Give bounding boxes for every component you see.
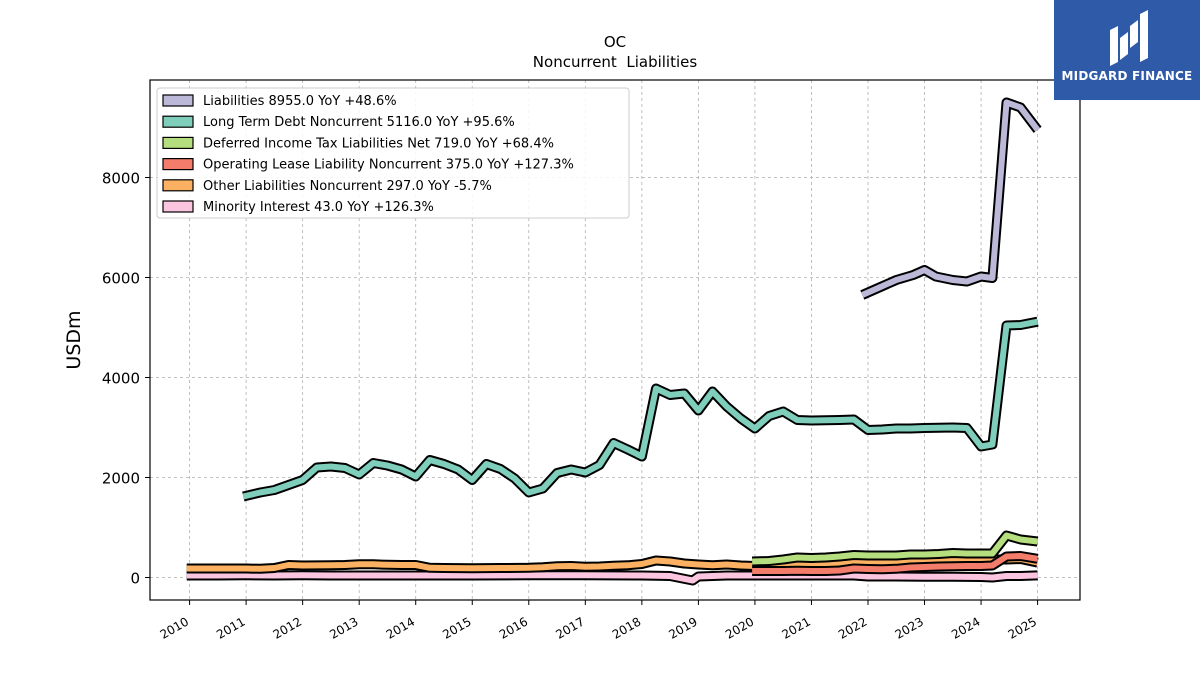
x-tick-label: 2022 — [836, 614, 869, 641]
legend-swatch — [162, 158, 194, 171]
x-tick-label: 2010 — [158, 614, 191, 641]
legend: Liabilities 8955.0 YoY +48.6% Long Term D… — [156, 87, 630, 219]
chart-subtitle: Noncurrent Liabilities — [533, 53, 698, 71]
plot-frame — [149, 79, 1081, 601]
series-layer — [186, 97, 1042, 586]
series-line — [861, 99, 1040, 298]
x-tick-label: 2015 — [440, 614, 473, 641]
x-tick-label: 2016 — [497, 614, 530, 641]
series-line — [186, 556, 1039, 572]
x-tick-label: 2013 — [327, 614, 360, 641]
legend-item: Other Liabilities Noncurrent 297.0 YoY -… — [162, 179, 492, 194]
legend-swatch — [162, 115, 194, 128]
x-tick-label: 2020 — [723, 614, 756, 641]
x-tick-label: 2017 — [553, 614, 586, 641]
series-line — [752, 553, 1039, 574]
series-line — [186, 572, 1038, 584]
x-tick-label: 2024 — [949, 614, 982, 641]
legend-label: Operating Lease Liability Noncurrent 375… — [203, 158, 574, 173]
y-tick-label: 4000 — [102, 370, 140, 388]
y-tick-label: 8000 — [102, 170, 140, 188]
legend-label: Deferred Income Tax Liabilities Net 719.… — [203, 136, 554, 151]
grid-lines — [150, 80, 1080, 600]
midgard-logo-icon — [1110, 10, 1148, 66]
y-tick-label: 2000 — [102, 470, 140, 488]
legend-label: Long Term Debt Noncurrent 5116.0 YoY +95… — [203, 115, 515, 130]
chart-title: OC — [604, 33, 626, 51]
legend-item: Long Term Debt Noncurrent 5116.0 YoY +95… — [162, 115, 515, 130]
legend-item: Deferred Income Tax Liabilities Net 719.… — [162, 136, 554, 151]
legend-swatch — [162, 94, 194, 107]
series-4 — [186, 554, 1039, 574]
x-tick-label: 2019 — [666, 614, 699, 641]
legend-item: Operating Lease Liability Noncurrent 375… — [162, 158, 574, 173]
x-tick-label: 2018 — [610, 614, 643, 641]
x-tick-label: 2021 — [780, 614, 813, 641]
x-tick-label: 2014 — [384, 614, 417, 641]
series-5 — [186, 570, 1038, 586]
series-2 — [751, 530, 1039, 567]
y-axis-label: USDm — [63, 310, 85, 369]
x-tick-label: 2025 — [1006, 614, 1039, 641]
series-3 — [752, 551, 1039, 576]
x-tick-label: 2023 — [893, 614, 926, 641]
legend-label: Liabilities 8955.0 YoY +48.6% — [203, 94, 397, 109]
series-1 — [242, 316, 1039, 502]
series-0 — [860, 97, 1042, 300]
x-tick-label: 2012 — [271, 614, 304, 641]
legend-label: Other Liabilities Noncurrent 297.0 YoY -… — [203, 179, 492, 194]
legend-swatch — [162, 200, 194, 213]
y-tick-label: 6000 — [102, 270, 140, 288]
legend-box — [156, 87, 630, 219]
legend-swatch — [162, 179, 194, 192]
legend-item: Liabilities 8955.0 YoY +48.6% — [162, 94, 397, 109]
series-line — [752, 532, 1038, 565]
legend-swatch — [162, 136, 194, 149]
series-line — [242, 318, 1039, 500]
series-line-outline — [860, 97, 1042, 300]
x-axis: 2010 2011 2012 2013 2014 2015 2016 2017 2018 2019… — [158, 600, 1039, 642]
y-axis: 0 2000 4000 6000 8000 — [102, 170, 150, 588]
brand-logo: MIDGARD FINANCE — [1054, 0, 1200, 100]
brand-name: MIDGARD FINANCE — [1061, 69, 1193, 83]
legend-item: Minority Interest 43.0 YoY +126.3% — [162, 200, 434, 215]
y-tick-label: 0 — [130, 570, 140, 588]
x-tick-label: 2011 — [214, 614, 247, 641]
legend-label: Minority Interest 43.0 YoY +126.3% — [203, 200, 434, 215]
